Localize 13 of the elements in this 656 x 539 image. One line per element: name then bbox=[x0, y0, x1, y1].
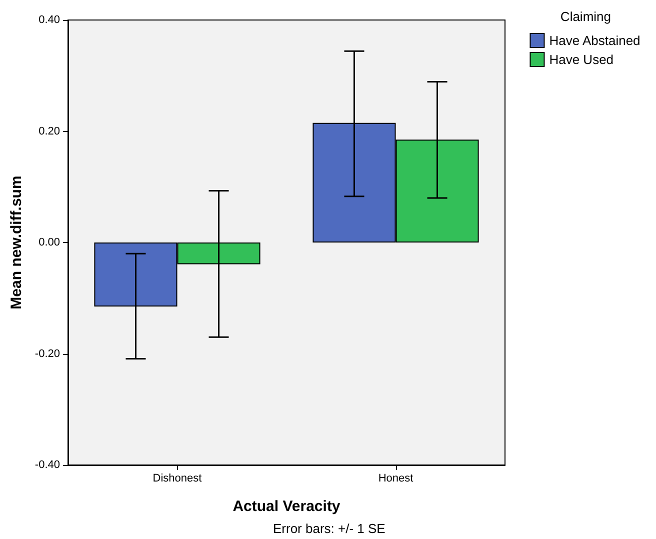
y-tick-label: 0.40 bbox=[38, 14, 60, 26]
legend-label: Have Abstained bbox=[549, 33, 640, 48]
y-tick-label: 0.20 bbox=[38, 125, 60, 138]
legend-title: Claiming bbox=[560, 9, 612, 24]
text: Error bars: +/- 1 SE bbox=[273, 521, 386, 536]
y-tick-label: -0.20 bbox=[34, 348, 60, 360]
y-axis-title: Mean new.diff.sum bbox=[8, 176, 25, 310]
y-tick-label: -0.40 bbox=[34, 459, 60, 471]
x-axis-title: Actual Veracity bbox=[232, 498, 341, 515]
x-tick-label: Dishonest bbox=[152, 472, 202, 484]
legend-label: Have Used bbox=[549, 52, 614, 67]
x-tick-label: Honest bbox=[378, 472, 414, 484]
y-tick-label: 0.00 bbox=[38, 236, 60, 248]
